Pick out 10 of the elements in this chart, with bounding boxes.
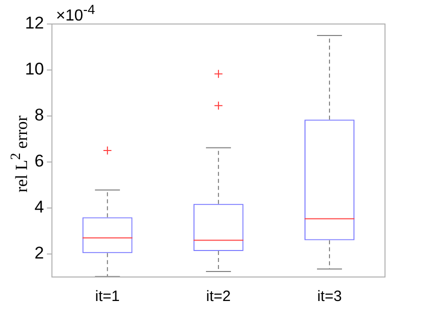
annotation: ×10$^{-4}$ [56,2,95,26]
y-tick-label: 6 [34,152,44,171]
y-tick-label: 12 [24,14,44,33]
x-tick-label: it=3 [317,288,342,306]
y-tick-label: 8 [34,106,44,125]
x-tick-label: it=1 [95,288,120,306]
x-tick-label: it=2 [206,288,231,306]
y-tick-label: 10 [24,60,44,79]
y-tick-label: 4 [34,198,44,217]
y-tick-label: 2 [34,244,44,263]
